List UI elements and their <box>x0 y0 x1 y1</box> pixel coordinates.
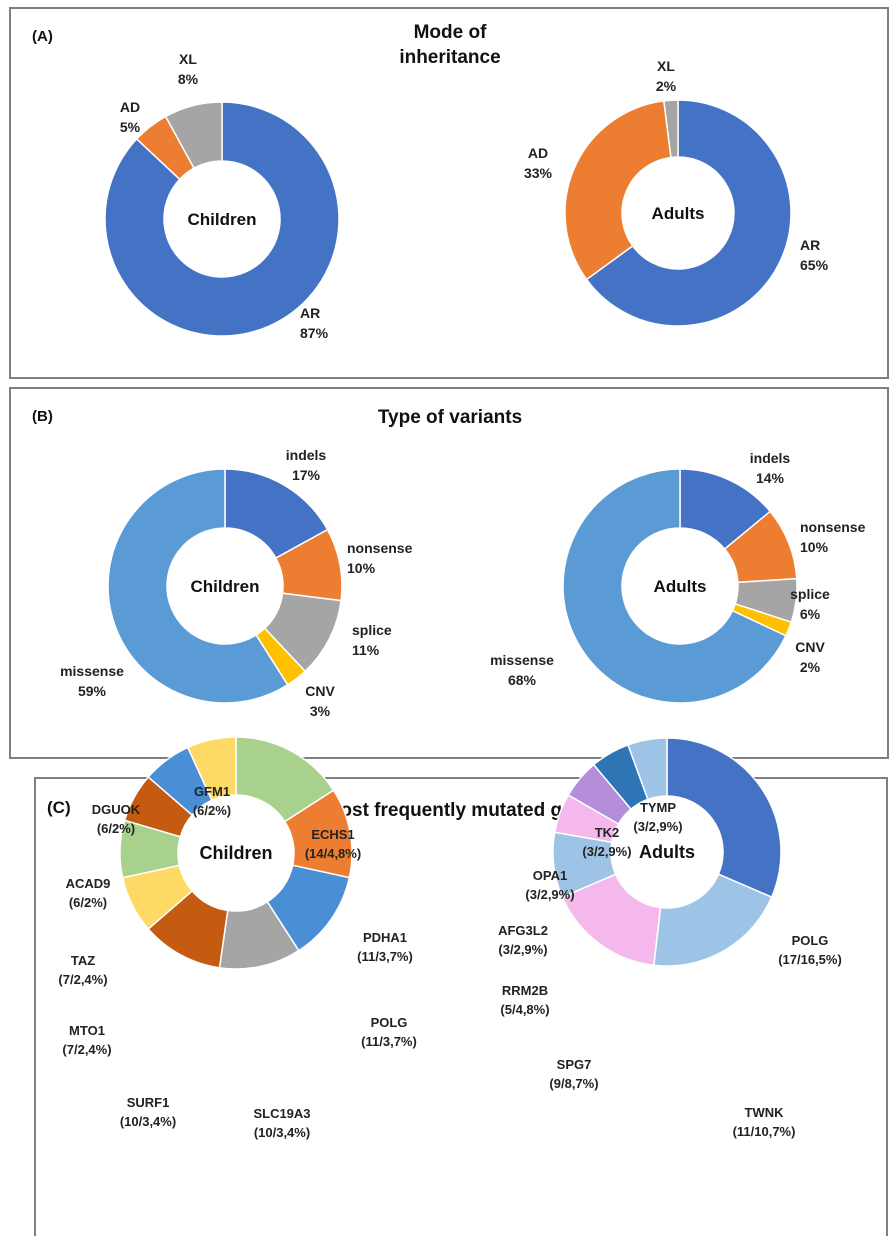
c-adults-label-tk2: TK2 (3/2,9%) <box>582 825 631 859</box>
c-children-label-acad9: ACAD9 (6/2%) <box>66 876 111 910</box>
b-children-center-label: Children <box>191 577 260 596</box>
b-adults-donut <box>562 468 798 704</box>
b-adults-slice-missense <box>562 468 787 704</box>
b-children-donut <box>107 468 343 704</box>
c-adults-label-twnk: TWNK (11/10,7%) <box>733 1105 796 1139</box>
b-adults-label-indels: indels 14% <box>750 450 791 486</box>
a-children-slice-xl <box>164 101 223 170</box>
c-children-slice-gfm1 <box>186 736 237 802</box>
panel-c-title: Most frequently mutated genes <box>324 800 606 821</box>
a-children-label-ad: AD 5% <box>120 99 141 135</box>
panel-a-title-line1: Mode of <box>413 22 487 43</box>
c-adults-slice-polg <box>666 737 782 899</box>
panel-b-tag: (B) <box>32 408 53 425</box>
b-adults-label-splice: splice 6% <box>790 586 830 622</box>
c-children-label-taz: TAZ (7/2,4%) <box>58 953 107 987</box>
c-adults-label-opa1: OPA1 (3/2,9%) <box>525 868 574 902</box>
a-adults-label-xl: XL 2% <box>656 58 677 94</box>
b-adults-center-label: Adults <box>654 577 707 596</box>
c-children-label-gfm1: GFM1 (6/2%) <box>193 784 231 818</box>
c-children-label-polg: POLG (11/3,7%) <box>361 1015 417 1049</box>
a-adults-center-label: Adults <box>652 204 705 223</box>
c-children-label-surf1: SURF1 (10/3,4%) <box>120 1095 176 1129</box>
a-adults-label-ar: AR 65% <box>800 237 829 273</box>
a-children-donut <box>104 101 340 337</box>
a-adults-slice-xl <box>662 99 679 159</box>
a-adults-label-ad: AD 33% <box>524 145 553 181</box>
c-children-label-slc19a3: SLC19A3 (10/3,4%) <box>253 1106 310 1140</box>
b-adults-label-cnv: CNV 2% <box>795 639 825 675</box>
b-children-slice-missense <box>107 468 289 704</box>
panel-b-title: Type of variants <box>377 407 523 428</box>
c-adults-donut <box>552 737 782 967</box>
c-adults-slice-tymp <box>627 737 668 801</box>
c-adults-label-spg7: SPG7 (9/8,7%) <box>549 1057 598 1091</box>
c-adults-label-rrm2b: RRM2B (5/4,8%) <box>500 983 549 1017</box>
a-adults-slice-ar <box>585 99 792 327</box>
a-children-center-label: Children <box>188 210 257 229</box>
c-adults-label-polg: POLG (17/16,5%) <box>778 933 842 967</box>
panel-a-tag: (A) <box>32 28 53 45</box>
a-adults-donut <box>564 99 792 327</box>
a-children-slice-ar <box>104 101 340 337</box>
b-adults-label-nonsense: nonsense 10% <box>800 519 866 555</box>
a-children-label-xl: XL 8% <box>178 51 199 87</box>
panel-a-title-line2: inheritance <box>399 47 501 68</box>
b-children-label-missense: missense 59% <box>60 663 124 699</box>
b-adults-label-missense: missense 68% <box>490 652 554 688</box>
panel-a-title: Mode of inheritance <box>360 20 540 70</box>
a-adults-slice-ad <box>564 100 672 281</box>
b-children-label-indels: indels 17% <box>286 447 327 483</box>
c-adults-label-afg3l2: AFG3L2 (3/2,9%) <box>498 923 548 957</box>
c-adults-center-label: Adults <box>639 842 695 862</box>
c-children-label-pdha1: PDHA1 (11/3,7%) <box>357 930 413 964</box>
a-children-label-ar: AR 87% <box>300 305 329 341</box>
c-adults-label-tymp: TYMP (3/2,9%) <box>633 800 682 834</box>
c-children-label-mto1: MTO1 (7/2,4%) <box>62 1023 111 1057</box>
c-children-label-echs1: ECHS1 (14/4,8%) <box>305 827 361 861</box>
panel-c-tag: (C) <box>47 798 71 817</box>
c-children-donut <box>119 736 353 970</box>
b-children-label-splice: splice 11% <box>352 622 392 658</box>
b-children-label-cnv: CNV 3% <box>305 683 335 719</box>
c-children-label-dguok: DGUOK (6/2%) <box>92 802 141 836</box>
c-adults-slice-twnk <box>652 873 773 967</box>
b-children-label-nonsense: nonsense 10% <box>347 540 413 576</box>
c-children-center-label: Children <box>199 843 272 863</box>
